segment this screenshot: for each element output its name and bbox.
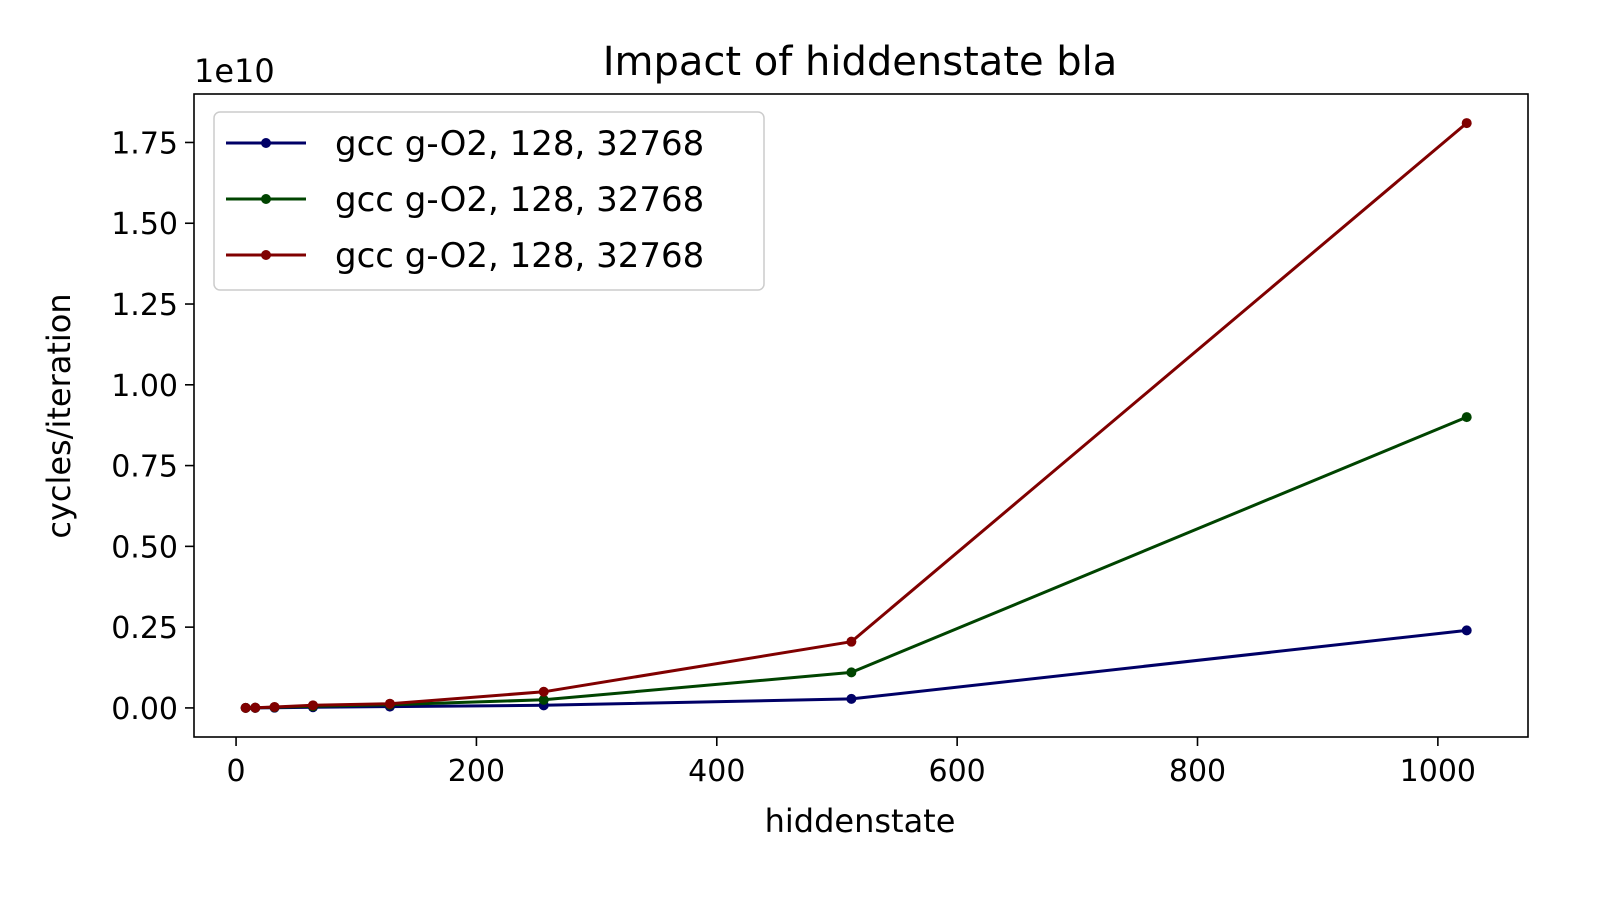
legend-box xyxy=(213,111,765,291)
y-tick-label: 1.25 xyxy=(111,288,178,323)
axis-ticks: 0 200 400 600 800 1000 0.00 0.25 0.50 0.75 1.00 1.2… xyxy=(111,126,1476,789)
x-tick-label: 600 xyxy=(929,754,986,789)
x-tick-label: 0 xyxy=(227,754,246,789)
legend: gcc g-O2, 128, 32768 gcc g-O2, 128, 32768… xyxy=(213,111,765,291)
legend-label: gcc g-O2, 128, 32768 xyxy=(335,124,704,164)
y-tick-label: 0.00 xyxy=(111,692,178,727)
data-point xyxy=(1461,412,1472,423)
x-axis-label: hiddenstate xyxy=(765,802,956,840)
data-point xyxy=(538,694,549,705)
series-3 xyxy=(240,118,1472,713)
legend-item: gcc g-O2, 128, 32768 xyxy=(226,180,704,220)
data-point xyxy=(250,702,261,713)
legend-swatch-marker xyxy=(261,250,271,260)
y-axis-label: cycles/iteration xyxy=(40,293,78,538)
data-point xyxy=(269,701,280,712)
y-tick-label: 0.25 xyxy=(111,611,178,646)
chart-title: Impact of hiddenstate bla xyxy=(603,39,1118,85)
data-point xyxy=(384,698,395,709)
data-point xyxy=(1461,118,1472,129)
data-point xyxy=(240,702,251,713)
data-point xyxy=(846,636,857,647)
legend-swatch-marker xyxy=(261,194,271,204)
data-point xyxy=(538,686,549,697)
y-tick-label: 1.50 xyxy=(111,207,178,242)
legend-label: gcc g-O2, 128, 32768 xyxy=(335,236,704,276)
y-tick-label: 1.00 xyxy=(111,369,178,404)
legend-swatch-marker xyxy=(261,138,271,148)
x-tick-label: 1000 xyxy=(1400,754,1476,789)
y-axis-offset-label: 1e10 xyxy=(194,52,275,90)
legend-item: gcc g-O2, 128, 32768 xyxy=(226,236,704,276)
data-point xyxy=(846,693,857,704)
plot-frame xyxy=(193,93,1529,738)
legend-label: gcc g-O2, 128, 32768 xyxy=(335,180,704,220)
series-2 xyxy=(240,412,1472,713)
x-tick-label: 800 xyxy=(1169,754,1226,789)
data-point xyxy=(307,700,318,711)
y-tick-label: 0.50 xyxy=(111,530,178,565)
data-point xyxy=(846,667,857,678)
series-line xyxy=(245,415,1468,710)
legend-item: gcc g-O2, 128, 32768 xyxy=(226,124,704,164)
y-tick-label: 1.75 xyxy=(111,126,178,161)
series-group xyxy=(240,118,1472,713)
x-tick-label: 200 xyxy=(448,754,505,789)
y-tick-label: 0.75 xyxy=(111,450,178,485)
data-point xyxy=(1461,625,1472,636)
x-tick-label: 400 xyxy=(688,754,745,789)
